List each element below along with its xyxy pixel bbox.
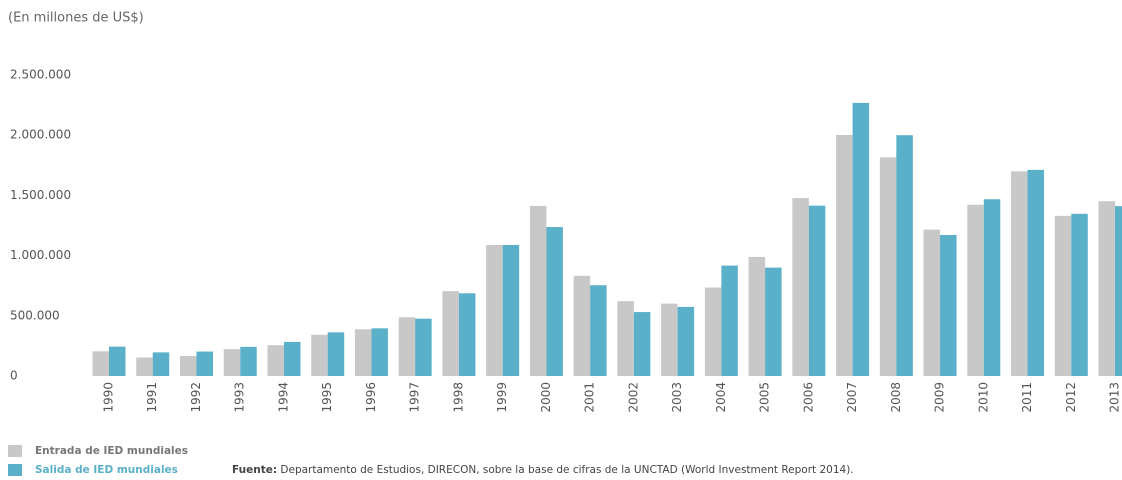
bar [136,357,153,376]
bar [240,346,257,376]
bar [748,256,766,376]
bar [529,205,547,376]
bar [1011,171,1028,376]
bar [765,267,782,376]
x-tick-label: 2012 [1064,382,1078,413]
y-tick-label: 1.500.000 [10,188,71,202]
bar [967,204,984,376]
bar [633,312,651,376]
x-tick-label: 2000 [539,382,553,413]
bar [486,245,503,376]
bar [573,275,591,376]
bar [179,356,197,376]
x-tick-label: 2001 [583,382,597,413]
bar [661,303,678,376]
x-tick-label: 1996 [364,382,378,413]
bar [223,349,241,376]
bar [1098,201,1116,376]
bar [923,229,941,376]
x-tick-label: 2008 [889,382,903,413]
x-tick-label: 2004 [714,382,728,413]
bar [1115,206,1122,376]
bar [836,134,853,376]
bar [109,346,126,376]
x-tick-label: 1999 [495,382,509,413]
bar [1027,169,1045,376]
bar [354,329,372,376]
bar [311,334,328,376]
x-tick-label: 1998 [451,382,465,413]
x-tick-label: 2007 [845,382,859,413]
x-tick-label: 2005 [758,382,772,413]
x-tick-label: 2010 [976,382,990,413]
legend-label: Salida de IED mundiales [35,464,178,476]
x-tick-label: 2011 [1020,382,1034,413]
bar [983,199,1001,376]
y-tick-label: 2.000.000 [10,128,71,142]
x-tick-label: 1990 [102,382,116,413]
bar [617,301,634,376]
legend-swatch [8,445,22,457]
bar [546,227,563,376]
x-tick-label: 1995 [320,382,334,413]
bar [502,245,520,376]
x-tick-label: 1992 [189,382,203,413]
bar [442,291,459,376]
x-tick-label: 1991 [145,382,159,413]
x-tick-label: 1994 [276,382,290,413]
bar [283,341,301,376]
bar [792,198,809,376]
bar [808,205,826,376]
x-tick-label: 2006 [801,382,815,413]
x-tick-label: 1993 [233,382,247,413]
bar [398,317,416,376]
y-tick-label: 500.000 [10,308,60,322]
bar [92,351,109,376]
legend-label: Entrada de IED mundiales [35,445,188,457]
bar [415,318,432,376]
bar [721,265,738,376]
bar [458,293,476,376]
bar [879,157,897,376]
bar [196,351,213,376]
y-tick-label: 1.000.000 [10,248,71,262]
bar [590,285,607,376]
y-tick-label: 0 [10,369,18,383]
bar [704,287,722,376]
bar [327,332,345,376]
y-tick-label: 2.500.000 [10,68,71,82]
x-tick-label: 2013 [1108,382,1122,413]
x-tick-label: 2002 [626,382,640,413]
bar [152,352,170,376]
bar [940,235,957,376]
bar [371,328,388,376]
legend-swatch [8,464,22,476]
bar [1071,213,1088,376]
x-tick-label: 1997 [408,382,422,413]
x-tick-label: 2009 [933,382,947,413]
x-tick-label: 2003 [670,382,684,413]
source-label: Fuente: [232,464,277,476]
bar [1054,215,1072,376]
source-note: Fuente: Departamento de Estudios, DIRECO… [232,464,854,476]
chart-subtitle: (En millones de US$) [8,11,144,26]
bar [896,135,913,376]
bar [267,345,284,376]
bar [677,306,695,376]
source-text: Departamento de Estudios, DIRECON, sobre… [277,464,854,476]
bar [852,102,870,376]
